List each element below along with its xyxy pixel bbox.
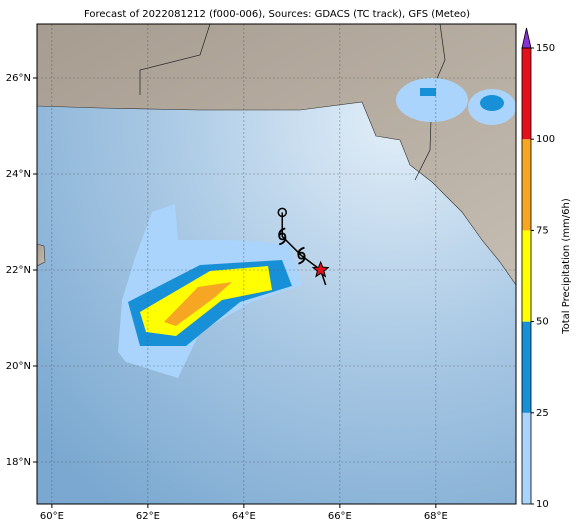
colorbar-segment [522, 48, 531, 140]
y-tick-label: 18°N [6, 457, 31, 468]
x-tick-label: 66°E [328, 511, 352, 522]
colorbar-segment [522, 321, 531, 413]
precip-area [480, 95, 504, 111]
precip-area [420, 88, 436, 96]
colorbar-tick-label: 100 [536, 134, 555, 145]
land [37, 243, 46, 267]
land [37, 24, 516, 286]
colorbar-segment [522, 412, 531, 504]
storm-symbol [297, 246, 306, 265]
y-tick-label: 22°N [6, 265, 31, 276]
colorbar-extension [521, 27, 532, 49]
storm-symbol [278, 227, 287, 246]
border [139, 24, 211, 95]
map-area [37, 24, 516, 504]
precip-area [164, 282, 232, 326]
y-tick-label: 20°N [6, 361, 31, 372]
current-position [311, 260, 330, 278]
y-tick-label: 24°N [6, 169, 31, 180]
x-tick-label: 64°E [232, 511, 256, 522]
colorbar-label: Total Precipitation (mm/6h) [561, 198, 572, 335]
colorbar-segment [522, 139, 531, 231]
title: Forecast of 2022081212 (f000-006), Sourc… [84, 9, 470, 20]
precip-area [396, 78, 468, 122]
colorbar-tick-label: 25 [536, 408, 549, 419]
colorbar-tick-label: 50 [536, 317, 549, 328]
colorbar-tick-label: 150 [536, 43, 555, 54]
colorbar-tick-label: 75 [536, 225, 549, 236]
colorbar-segment [522, 230, 531, 322]
colorbar-frame [521, 47, 532, 505]
track-point [277, 207, 288, 218]
map-frame [36, 23, 517, 505]
x-tick-label: 60°E [40, 511, 64, 522]
colorbar-tick-label: 10 [536, 499, 549, 510]
x-tick-label: 62°E [136, 511, 160, 522]
x-tick-label: 68°E [424, 511, 448, 522]
y-tick-label: 26°N [6, 73, 31, 84]
